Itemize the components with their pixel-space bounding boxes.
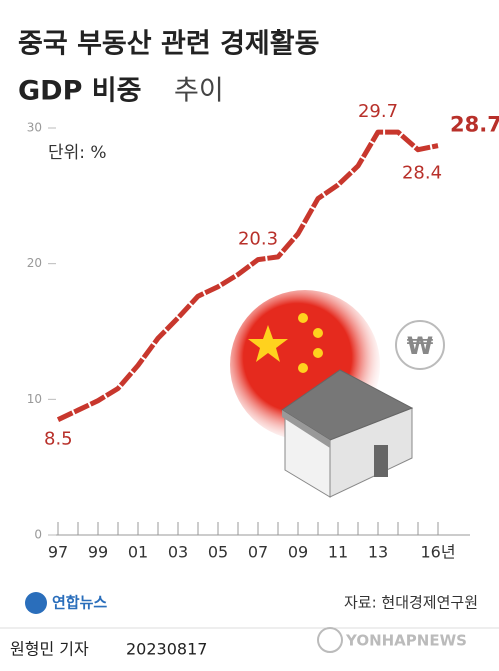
data-line — [56, 129, 439, 422]
watermark-icon — [317, 627, 343, 653]
x-tick-label: 03 — [168, 543, 188, 562]
y-tick-label: 0 — [34, 528, 42, 542]
x-tick-label: 99 — [88, 543, 108, 562]
svg-text:₩: ₩ — [407, 332, 434, 360]
unit-label: 단위: % — [48, 143, 107, 163]
data-label: 8.5 — [44, 429, 73, 450]
x-tick-label: 13 — [368, 543, 388, 562]
chart-title: 중국 부동산 관련 경제활동 — [18, 29, 319, 60]
x-tick-label: 16년 — [420, 543, 455, 562]
logo: 연합뉴스 — [52, 594, 107, 612]
x-tick-label: 09 — [288, 543, 308, 562]
y-tick-label: 20 — [27, 256, 42, 270]
y-tick-label: 10 — [27, 392, 42, 406]
chart-title: GDP 비중 — [18, 76, 141, 107]
watermark: YONHAPNEWS — [345, 632, 467, 650]
x-tick-label: 01 — [128, 543, 148, 562]
x-tick-label: 11 — [328, 543, 348, 562]
x-tick-label: 05 — [208, 543, 228, 562]
x-tick-label: 07 — [248, 543, 268, 562]
chart-title: 추이 — [174, 76, 224, 107]
reporter: 원형민 기자 — [10, 640, 89, 659]
data-label: 20.3 — [238, 229, 278, 250]
x-tick-label: 97 — [48, 543, 68, 562]
illustration: ₩ — [230, 290, 445, 498]
source: 자료: 현대경제연구원 — [344, 594, 478, 612]
logo-icon — [25, 592, 47, 614]
data-label: 28.4 — [402, 163, 442, 184]
data-label: 29.7 — [358, 101, 398, 122]
y-tick-label: 30 — [27, 121, 42, 135]
data-label: 28.7 — [450, 113, 499, 137]
date: 20230817 — [126, 640, 207, 659]
